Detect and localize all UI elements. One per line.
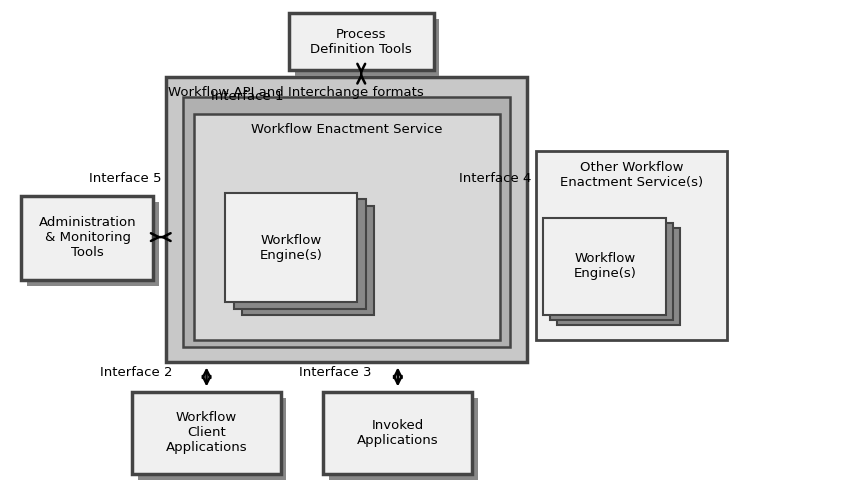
Bar — [225, 193, 357, 302]
Bar — [234, 199, 366, 309]
Bar — [295, 19, 439, 76]
Bar — [27, 202, 159, 286]
Text: Invoked
Applications: Invoked Applications — [357, 419, 439, 446]
Text: Interface 3: Interface 3 — [299, 366, 371, 378]
Text: Interface 2: Interface 2 — [100, 366, 173, 378]
Text: Workflow Enactment Service: Workflow Enactment Service — [251, 123, 443, 136]
Bar — [138, 398, 286, 480]
Text: Other Workflow
Enactment Service(s): Other Workflow Enactment Service(s) — [560, 161, 703, 188]
Text: Administration
& Monitoring
Tools: Administration & Monitoring Tools — [39, 216, 136, 258]
Bar — [550, 223, 673, 320]
Bar — [21, 196, 153, 280]
Bar — [329, 398, 478, 480]
Text: Workflow
Engine(s): Workflow Engine(s) — [574, 252, 637, 280]
Bar — [242, 206, 374, 315]
Bar — [289, 13, 434, 70]
Text: Interface 4: Interface 4 — [459, 172, 531, 185]
Text: Process
Definition Tools: Process Definition Tools — [310, 28, 412, 56]
Bar — [543, 218, 666, 315]
Bar — [166, 77, 527, 362]
Bar — [557, 228, 680, 325]
Bar — [536, 151, 727, 340]
Text: Workflow
Engine(s): Workflow Engine(s) — [260, 234, 323, 262]
Text: Workflow API and Interchange formats: Workflow API and Interchange formats — [168, 86, 424, 99]
Bar — [132, 392, 280, 474]
Bar — [183, 97, 510, 347]
Text: Workflow
Client
Applications: Workflow Client Applications — [166, 411, 247, 454]
Text: Interface 5: Interface 5 — [89, 172, 162, 185]
Text: Interface 1: Interface 1 — [211, 90, 283, 103]
Bar — [323, 392, 472, 474]
Bar — [194, 114, 500, 340]
